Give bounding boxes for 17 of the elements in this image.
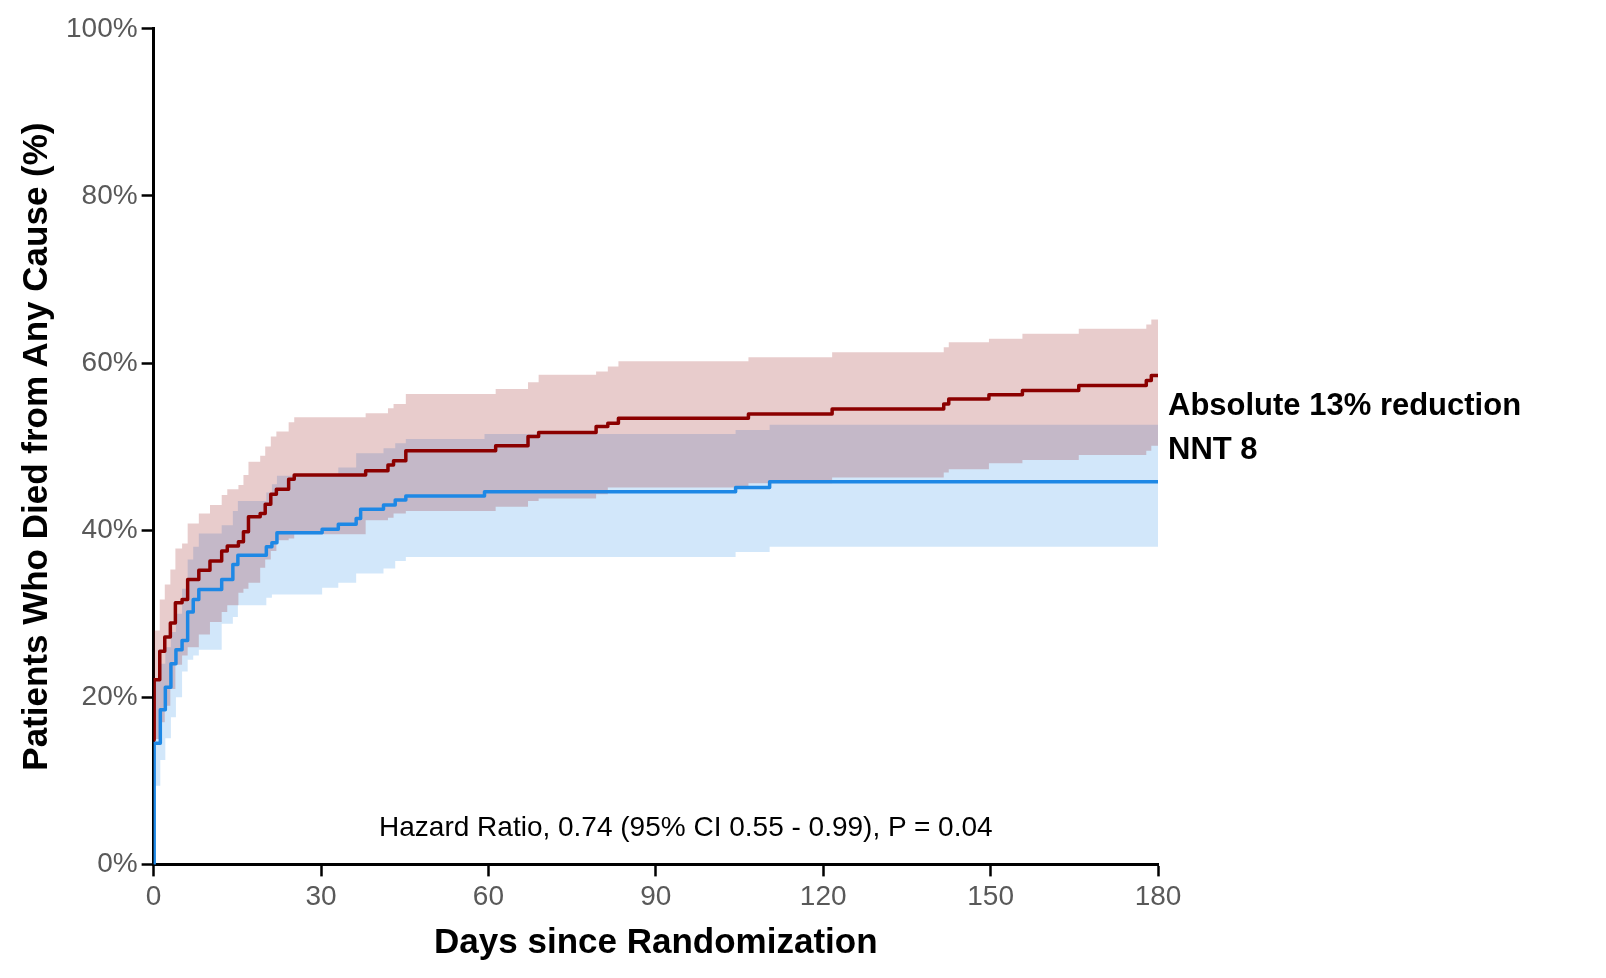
annotation: Hazard Ratio, 0.74 (95% CI 0.55 - 0.99), P = 0.04	[379, 811, 993, 843]
y-tick-label: 20%	[81, 680, 138, 711]
y-tick-label: 100%	[65, 11, 138, 43]
x-tick-label: 150	[967, 879, 1014, 911]
x-tick-label: 180	[1134, 879, 1182, 911]
text: Absolute 13% reduction NNT 8	[1168, 387, 1522, 467]
y-tick-label: 40%	[81, 512, 138, 544]
x-axis-title: Days since Randomization	[434, 920, 878, 960]
y-tick-label: 60%	[81, 345, 138, 377]
x-tick-label: 60	[472, 879, 504, 911]
y-tick-label: 0%	[97, 847, 138, 879]
y-tick-label: 80%	[81, 178, 138, 210]
x-tick-label: 30	[305, 879, 337, 911]
x-tick-label: 120	[799, 879, 847, 911]
x-tick-label: 0	[145, 879, 162, 911]
y-axis-title: Patients Who Died from Any Cause (%)	[14, 122, 54, 771]
x-tick-label: 90	[640, 879, 672, 911]
